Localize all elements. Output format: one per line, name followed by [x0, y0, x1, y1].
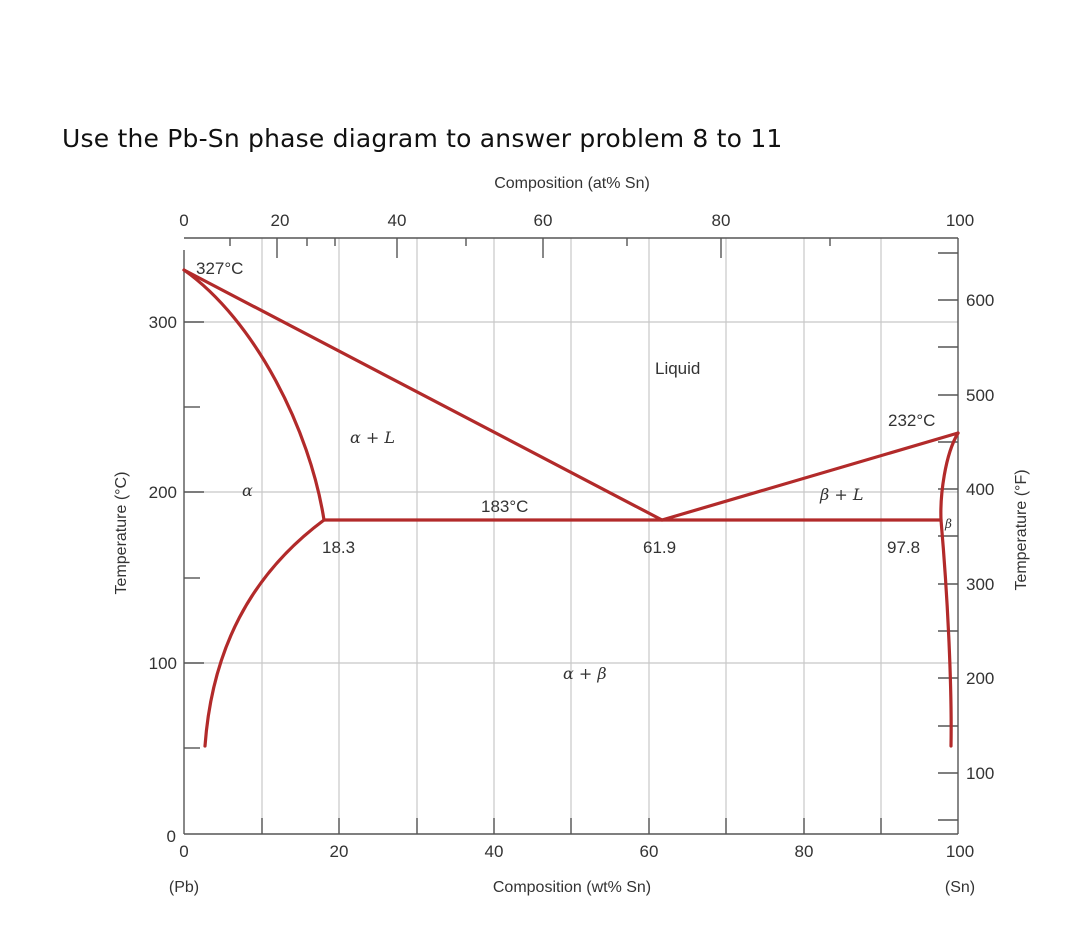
- left-axis-labels: 0 100 200 300: [149, 313, 177, 846]
- solidus-alpha: [182, 268, 326, 522]
- bottom-axis-title: Composition (wt% Sn): [493, 879, 651, 896]
- bottom-tick-80: 80: [795, 842, 814, 861]
- bottom-tick-0: 0: [179, 842, 188, 861]
- bottom-tick-20: 20: [330, 842, 349, 861]
- bottom-tick-100: 100: [946, 842, 974, 861]
- pb-end-label: (Pb): [169, 879, 199, 896]
- top-tick-80: 80: [712, 211, 731, 230]
- left-axis-title: Temperature (°C): [113, 472, 130, 595]
- page-heading: Use the Pb-Sn phase diagram to answer pr…: [62, 124, 783, 153]
- liquidus-right: [660, 431, 960, 522]
- sn-melting-point-label: 232°C: [888, 411, 935, 430]
- sn-end-label: (Sn): [945, 879, 975, 896]
- bottom-axis-ticks: [261, 818, 882, 834]
- left-tick-300: 300: [149, 313, 177, 332]
- liquid-region-label: Liquid: [655, 359, 700, 378]
- top-tick-100: 100: [946, 211, 974, 230]
- bottom-tick-40: 40: [485, 842, 504, 861]
- right-tick-200: 200: [966, 669, 994, 688]
- top-tick-40: 40: [388, 211, 407, 230]
- right-axis-ticks: [938, 252, 958, 821]
- left-axis-ticks: [184, 321, 204, 749]
- left-tick-200: 200: [149, 483, 177, 502]
- top-tick-60: 60: [534, 211, 553, 230]
- solidus-beta: [939, 431, 960, 522]
- solvus-alpha: [203, 518, 326, 748]
- eutectic-composition-label: 61.9: [643, 538, 676, 557]
- top-tick-20: 20: [271, 211, 290, 230]
- left-tick-0: 0: [167, 827, 176, 846]
- top-tick-0: 0: [179, 211, 188, 230]
- left-tick-100: 100: [149, 654, 177, 673]
- bottom-axis-labels: 0 20 40 60 80 100: [179, 842, 974, 861]
- pb-melting-point-label: 327°C: [196, 259, 243, 278]
- vertical-grid: [261, 238, 882, 834]
- top-axis-title: Composition (at% Sn): [494, 175, 650, 192]
- beta-region-label: β: [944, 517, 952, 531]
- alpha-region-label: α: [242, 481, 253, 500]
- solvus-beta: [939, 518, 953, 748]
- eutectic-temperature-label: 183°C: [481, 497, 528, 516]
- top-axis-ticks: [229, 238, 831, 258]
- region-labels: Liquid α + L β + L α β α + β: [242, 359, 952, 683]
- right-tick-400: 400: [966, 480, 994, 499]
- alpha-plus-liquid-label: α + L: [350, 428, 395, 447]
- top-axis-labels: 0 20 40 60 80 100: [179, 211, 974, 230]
- right-tick-600: 600: [966, 291, 994, 310]
- right-tick-100: 100: [966, 764, 994, 783]
- beta-plus-liquid-label: β + L: [819, 485, 863, 504]
- alpha-plus-beta-label: α + β: [563, 664, 607, 683]
- annotations: 327°C 232°C 183°C 18.3 61.9 97.8: [196, 259, 935, 557]
- bottom-tick-60: 60: [640, 842, 659, 861]
- right-axis-labels: 100 200 300 400 500 600: [966, 291, 994, 783]
- alpha-limit-label: 18.3: [322, 538, 355, 557]
- beta-limit-label: 97.8: [887, 538, 920, 557]
- right-tick-500: 500: [966, 386, 994, 405]
- horizontal-grid: [184, 321, 958, 664]
- right-tick-300: 300: [966, 575, 994, 594]
- right-axis-title: Temperature (°F): [1013, 469, 1030, 590]
- phase-boundaries: [182, 268, 960, 748]
- liquidus-left: [182, 268, 664, 522]
